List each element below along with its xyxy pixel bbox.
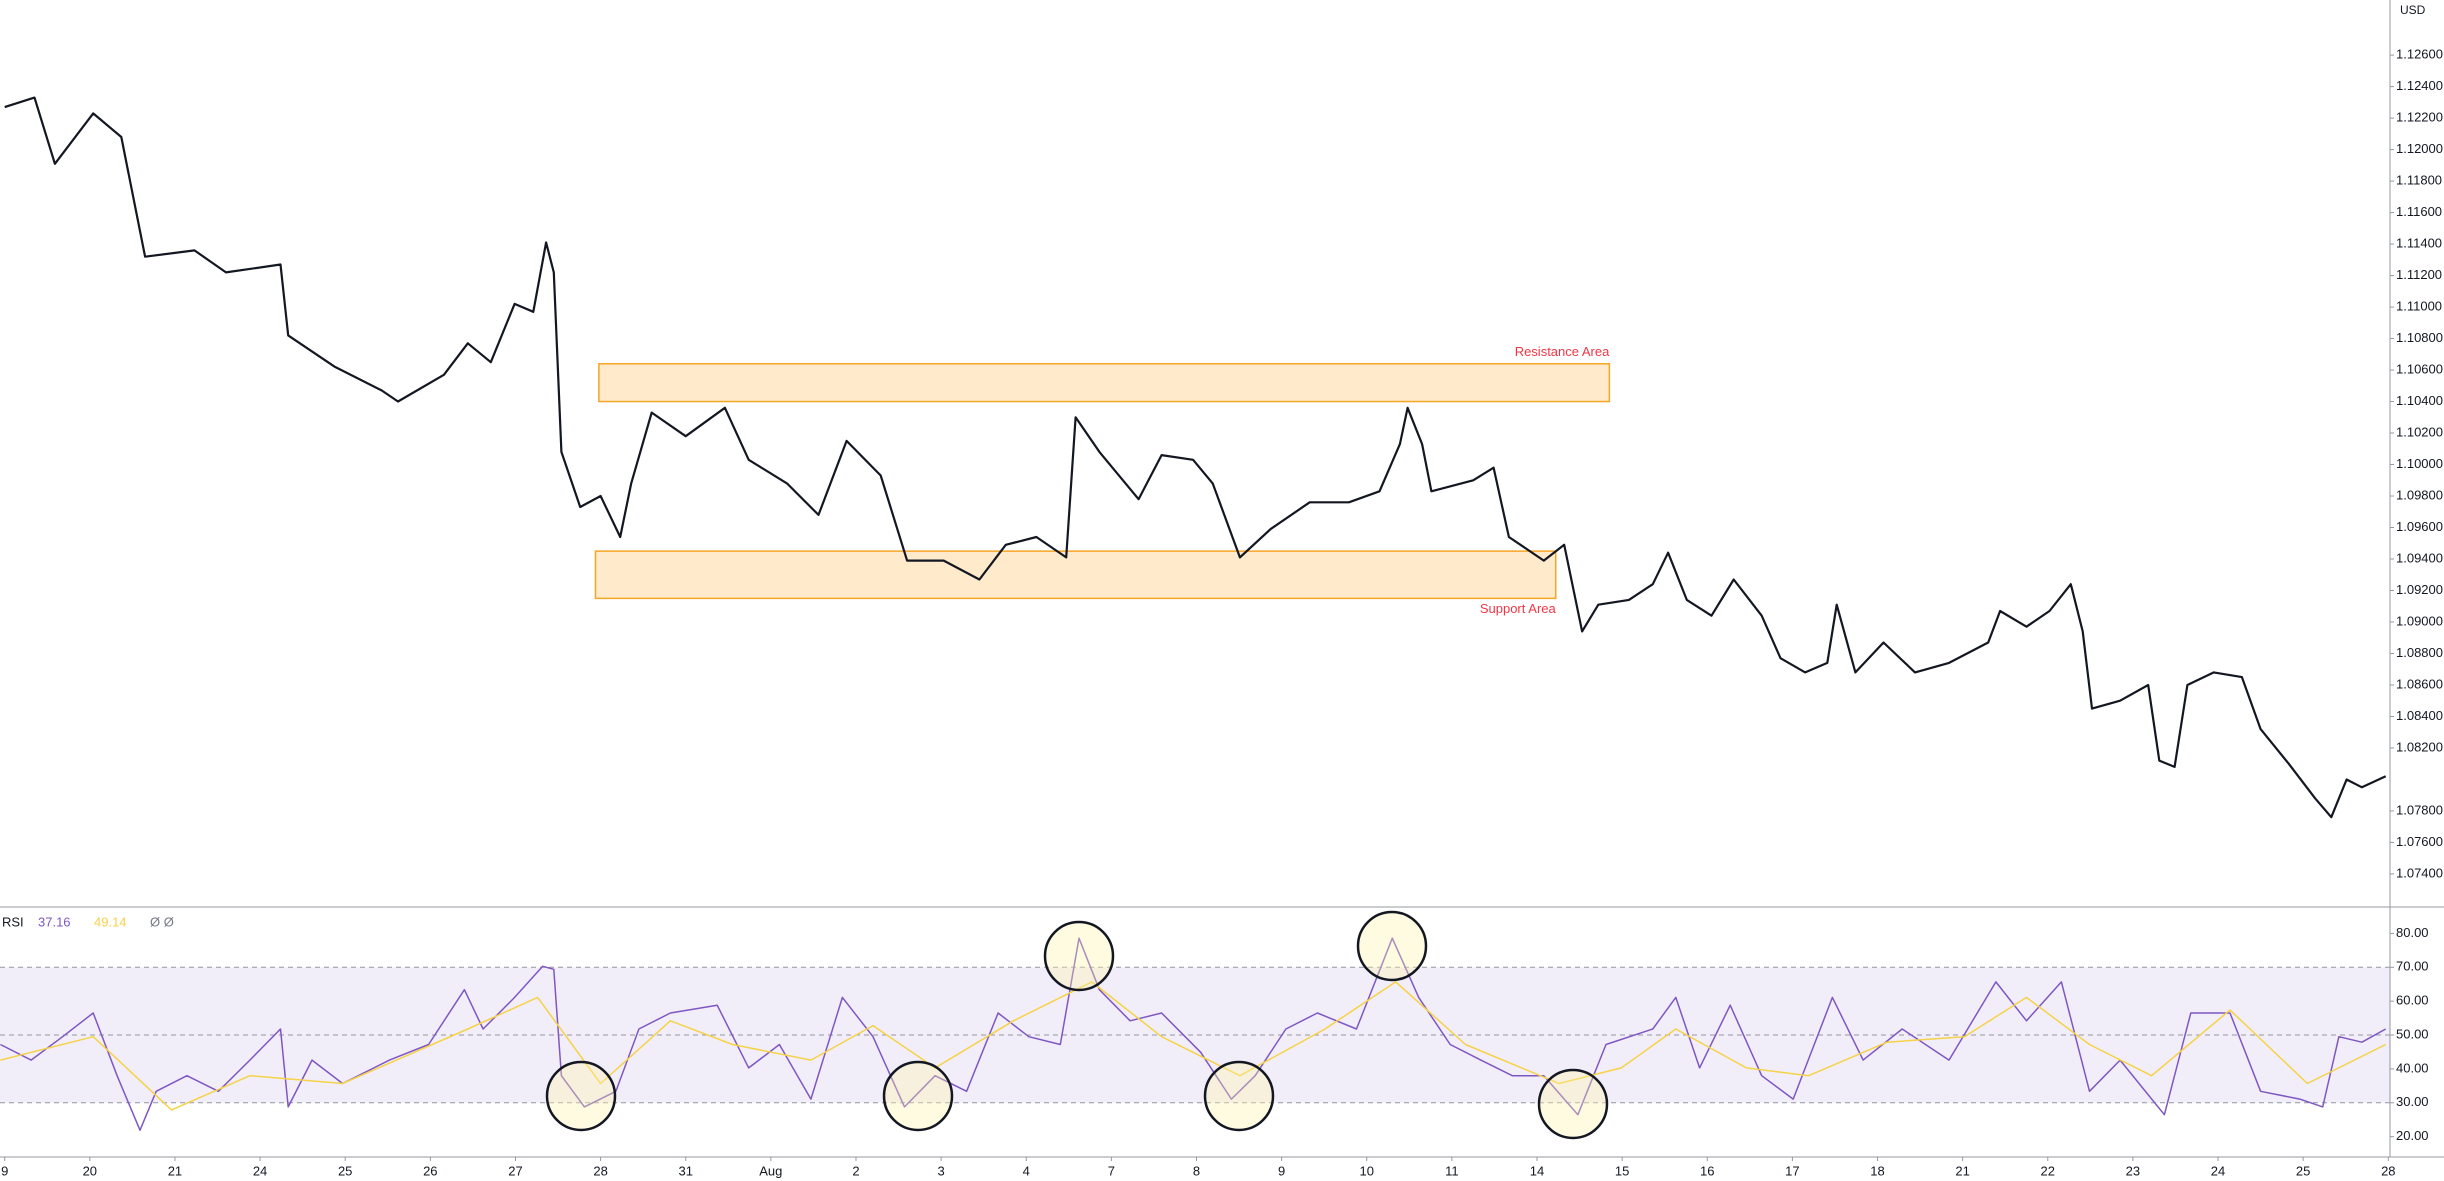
- indicator-value: 49.14: [94, 914, 127, 929]
- x-tick-label: 24: [2211, 1163, 2225, 1178]
- x-tick-label: 25: [338, 1163, 352, 1178]
- zone: [598, 362, 1611, 403]
- x-tick-label: 26: [423, 1163, 437, 1178]
- x-tick-label: 24: [253, 1163, 267, 1178]
- y-tick-label: 1.11800: [2396, 173, 2442, 188]
- x-tick-label: 20: [83, 1163, 97, 1178]
- y-tick-label: 1.07800: [2396, 802, 2443, 817]
- y-tick-label: 1.11600: [2396, 204, 2442, 219]
- y-tick-label: 60.00: [2396, 993, 2429, 1008]
- y-tick-label: 1.09400: [2396, 550, 2443, 565]
- x-tick-label: 3: [937, 1163, 944, 1178]
- y-tick-label: 1.07600: [2396, 834, 2443, 849]
- x-tick-label: 23: [2126, 1163, 2140, 1178]
- x-tick-label: 31: [678, 1163, 692, 1178]
- x-tick-label: 7: [1108, 1163, 1115, 1178]
- x-tick-label: 28: [593, 1163, 607, 1178]
- indicator-icons: Ø Ø: [150, 914, 174, 929]
- indicator-value: 37.16: [38, 914, 71, 929]
- x-tick-label: 14: [1530, 1163, 1544, 1178]
- y-tick-label: 1.10200: [2396, 424, 2443, 439]
- layers: 1.12600 1.12400 1.12200 1.12000 1.11800 1.116…: [0, 3, 2443, 1178]
- y-tick-label: 1.09200: [2396, 582, 2443, 597]
- y-tick-label: 1.09800: [2396, 487, 2443, 502]
- zone: [594, 550, 1557, 600]
- annotation-circle: [1203, 1060, 1275, 1132]
- y-tick-label: 1.10600: [2396, 361, 2443, 376]
- x-tick-label: 9: [1, 1163, 8, 1178]
- y-tick-label: 50.00: [2396, 1026, 2429, 1041]
- y-tick-label: 1.12000: [2396, 141, 2443, 156]
- x-tick-label: 8: [1193, 1163, 1200, 1178]
- x-tick-label: 25: [2296, 1163, 2310, 1178]
- y-tick-label: 70.00: [2396, 959, 2429, 974]
- rsi-band-fill: [0, 967, 2390, 1103]
- y-tick-label: 1.12400: [2396, 78, 2443, 93]
- annotation-circles: [545, 910, 1609, 1140]
- x-tick-label: 11: [1445, 1163, 1459, 1178]
- x-tick-label: 27: [508, 1163, 522, 1178]
- x-tick-label: 21: [1955, 1163, 1969, 1178]
- annotation-circle: [882, 1060, 954, 1132]
- x-tick-label: 9: [1278, 1163, 1285, 1178]
- x-tick-label: 17: [1785, 1163, 1799, 1178]
- x-tick-label: 18: [1870, 1163, 1884, 1178]
- annotation-circle: [545, 1060, 617, 1132]
- y-tick-label: 1.11400: [2396, 236, 2442, 251]
- y-tick-label: 1.08400: [2396, 708, 2443, 723]
- y-tick-label: 1.09000: [2396, 613, 2443, 628]
- x-tick-label: 21: [168, 1163, 182, 1178]
- y-tick-label: 30.00: [2396, 1094, 2429, 1109]
- series-line: [4, 96, 2387, 819]
- y-tick-label: 40.00: [2396, 1060, 2429, 1075]
- x-tick-label: 22: [2041, 1163, 2055, 1178]
- x-tick-label: 10: [1360, 1163, 1374, 1178]
- zone-label: Support Area: [1480, 601, 1557, 616]
- annotation-circle: [1043, 920, 1115, 992]
- y-tick-label: 80.00: [2396, 925, 2429, 940]
- y-tick-label: 1.09600: [2396, 519, 2443, 534]
- y-tick-label: 1.12200: [2396, 110, 2443, 125]
- y-tick-label: 1.07400: [2396, 865, 2443, 880]
- y-tick-label: 1.10800: [2396, 330, 2443, 345]
- x-tick-label: 16: [1700, 1163, 1714, 1178]
- x-tick-label: 15: [1615, 1163, 1629, 1178]
- x-tick-label: Aug: [759, 1163, 782, 1178]
- y-tick-label: 20.00: [2396, 1128, 2429, 1143]
- y-tick-label: 1.11000: [2396, 298, 2442, 313]
- y-tick-label: 1.08200: [2396, 739, 2443, 754]
- series-line: [0, 981, 2387, 1111]
- y-tick-label: 1.10000: [2396, 456, 2443, 471]
- x-tick-label: 2: [852, 1163, 859, 1178]
- y-tick-label: 1.08800: [2396, 645, 2443, 660]
- y-tick-label: 1.10400: [2396, 393, 2443, 408]
- x-tick-label: 4: [1023, 1163, 1030, 1178]
- annotation-circle: [1356, 910, 1428, 982]
- y-tick-label: 1.11200: [2396, 267, 2442, 282]
- y-tick-label: 1.12600: [2396, 47, 2443, 62]
- indicator-title: RSI: [2, 914, 24, 929]
- y-tick-label: 1.08600: [2396, 676, 2443, 691]
- x-tick-label: 28: [2381, 1163, 2395, 1178]
- annotation-circle: [1537, 1068, 1609, 1140]
- currency-label: USD: [2400, 3, 2426, 17]
- zone-label: Resistance Area: [1515, 344, 1610, 359]
